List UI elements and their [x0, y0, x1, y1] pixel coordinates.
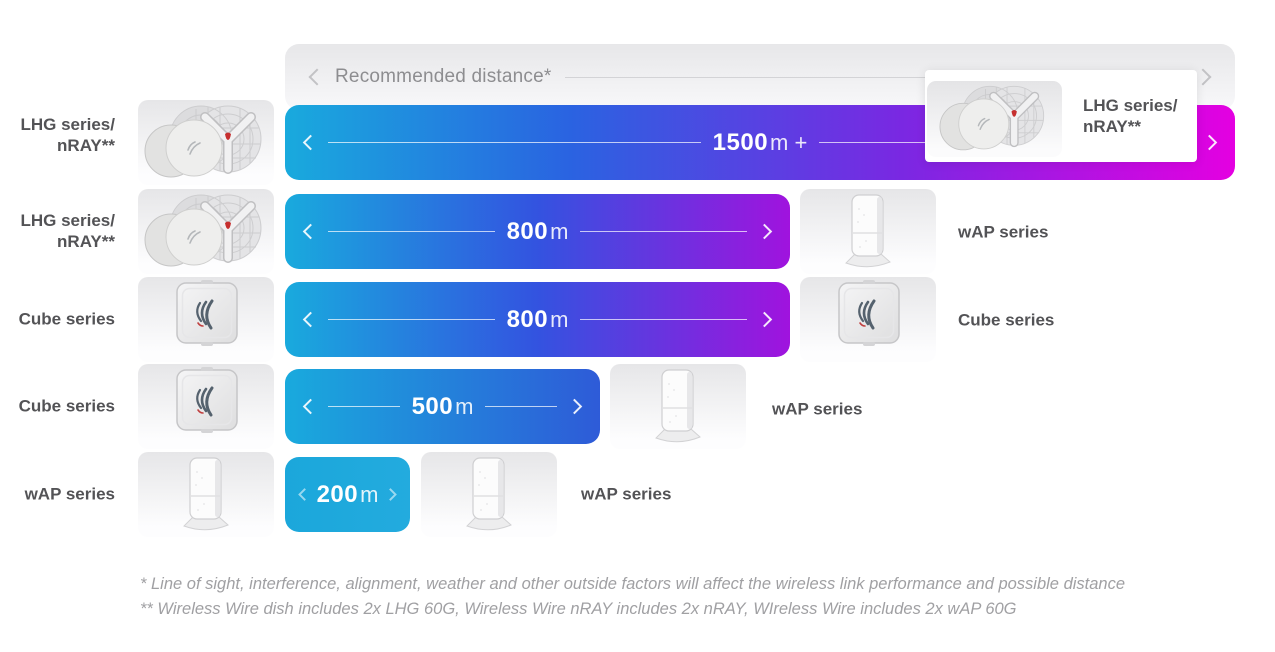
chevron-left-icon	[308, 68, 326, 86]
arrow-right-icon	[756, 311, 773, 328]
arrow-left-icon	[302, 398, 319, 415]
arrow-left-icon	[302, 223, 319, 240]
distance-bar-1500m: 1500 m +	[285, 105, 1235, 180]
row-label-right-5: wAP series	[581, 484, 672, 504]
arrow-right-icon	[566, 398, 583, 415]
lhg-dish-icon	[138, 100, 274, 185]
row-label-left-2: LHG series/ nRAY**	[20, 211, 116, 251]
row-label-left-4: Cube series	[18, 396, 115, 416]
footnote-1: * Line of sight, interference, alignment…	[140, 575, 1126, 593]
arrow-right-icon	[384, 488, 398, 501]
row-label-left-5: wAP series	[24, 484, 115, 504]
distance-bar-800m-bottom: 800 m	[285, 282, 790, 357]
header-label: Recommended distance*	[335, 66, 552, 87]
arrow-left-icon	[302, 311, 319, 328]
row-label-right-3: Cube series	[958, 310, 1055, 330]
arrow-right-icon	[1201, 134, 1218, 151]
distance-bar-500m: 500 m	[285, 369, 600, 444]
footnote-2: ** Wireless Wire dish includes 2x LHG 60…	[140, 600, 1017, 618]
wap-icon	[138, 452, 274, 537]
distance-value: 1500 m +	[712, 128, 808, 156]
arrow-left-icon	[297, 488, 311, 501]
row-label-right-2: wAP series	[958, 222, 1049, 242]
lhg-dish-icon	[138, 189, 274, 274]
distance-value: 200 m	[316, 480, 379, 508]
footnotes: * Line of sight, interference, alignment…	[140, 572, 1125, 622]
distance-value: 800 m	[506, 217, 569, 245]
row-label-right-1: LHG series/ nRAY**	[1083, 96, 1178, 136]
cube-icon	[138, 277, 274, 362]
wap-icon	[610, 364, 746, 449]
row-label-left-1: LHG series/ nRAY**	[20, 115, 116, 155]
arrow-right-icon	[756, 223, 773, 240]
cube-icon	[800, 277, 936, 362]
distance-bar-200m: 200 m	[285, 457, 410, 532]
header-divider-line	[565, 76, 1189, 78]
distance-value: 800 m	[506, 305, 569, 333]
row-label-left-3: Cube series	[18, 309, 115, 329]
distance-value: 500 m	[411, 392, 474, 420]
chevron-right-icon	[1194, 68, 1212, 86]
wap-icon	[421, 452, 557, 537]
wap-icon	[800, 189, 936, 274]
lhg-dish-icon	[927, 81, 1062, 157]
cube-icon	[138, 364, 274, 449]
arrow-left-icon	[302, 134, 319, 151]
lhg-card: LHG series/ nRAY**	[925, 70, 1197, 162]
distance-bar-800m-top: 800 m	[285, 194, 790, 269]
row-label-right-4: wAP series	[772, 399, 863, 419]
